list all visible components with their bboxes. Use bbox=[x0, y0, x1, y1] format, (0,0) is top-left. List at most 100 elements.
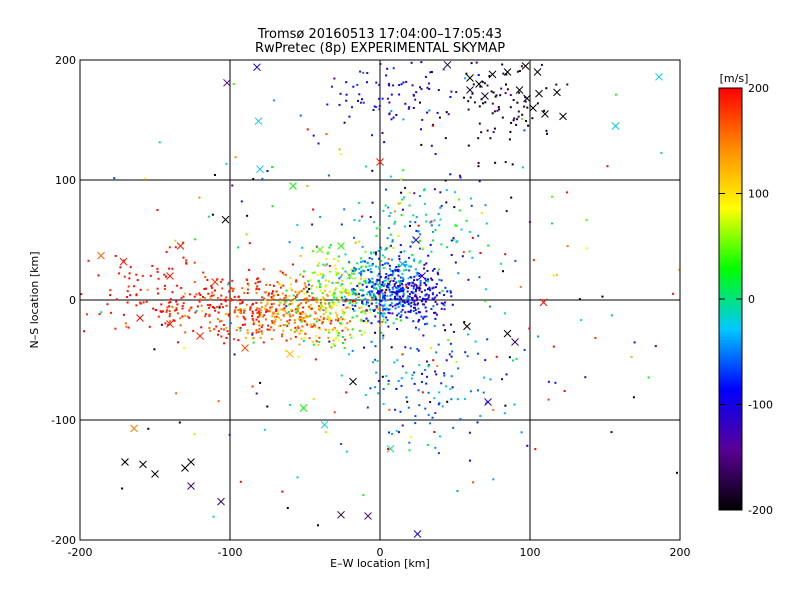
data-point bbox=[328, 290, 331, 293]
data-point bbox=[289, 287, 292, 290]
cross-marker bbox=[121, 458, 129, 466]
data-point bbox=[207, 215, 210, 218]
cross-stroke bbox=[241, 344, 249, 352]
data-point bbox=[404, 301, 406, 304]
data-point bbox=[298, 316, 301, 319]
data-point bbox=[478, 122, 481, 125]
data-point bbox=[245, 278, 248, 281]
data-point bbox=[371, 258, 374, 261]
data-point bbox=[371, 264, 374, 267]
data-point bbox=[424, 300, 427, 303]
data-point bbox=[676, 471, 678, 474]
data-point bbox=[528, 220, 531, 223]
data-point bbox=[226, 330, 229, 333]
data-point bbox=[370, 252, 373, 255]
data-point bbox=[348, 307, 351, 310]
data-point bbox=[391, 293, 394, 296]
data-point bbox=[420, 290, 423, 293]
data-point bbox=[156, 287, 159, 290]
data-point bbox=[462, 251, 465, 254]
data-point bbox=[237, 309, 240, 311]
data-point bbox=[364, 165, 367, 168]
data-point bbox=[345, 391, 348, 394]
data-point bbox=[534, 448, 537, 451]
data-point bbox=[377, 283, 379, 286]
data-point bbox=[266, 170, 269, 172]
data-point bbox=[157, 292, 160, 295]
data-point bbox=[470, 204, 473, 207]
data-point bbox=[395, 114, 398, 116]
cross-marker bbox=[217, 497, 225, 506]
data-point bbox=[423, 263, 426, 266]
data-point bbox=[335, 304, 338, 307]
cross-stroke bbox=[130, 424, 138, 433]
data-point bbox=[185, 262, 188, 265]
data-point bbox=[427, 279, 429, 282]
data-point bbox=[204, 315, 207, 318]
data-point bbox=[328, 340, 331, 343]
data-point bbox=[412, 287, 415, 290]
data-point bbox=[351, 304, 354, 307]
data-point bbox=[324, 279, 327, 282]
data-point bbox=[270, 303, 273, 306]
data-point bbox=[312, 134, 315, 137]
data-point bbox=[486, 129, 489, 132]
data-point bbox=[382, 209, 385, 212]
chart-subtitle: RwPretec (8p) EXPERIMENTAL SKYMAP bbox=[255, 41, 505, 56]
data-point bbox=[414, 415, 417, 418]
data-point bbox=[401, 295, 404, 298]
data-point bbox=[440, 307, 443, 310]
data-point bbox=[368, 311, 371, 314]
data-point bbox=[217, 333, 219, 336]
data-point bbox=[469, 459, 471, 462]
data-point bbox=[228, 314, 230, 317]
data-point bbox=[387, 286, 390, 289]
data-point bbox=[390, 93, 393, 96]
data-point bbox=[414, 98, 417, 101]
data-point bbox=[392, 288, 394, 291]
data-point bbox=[399, 300, 401, 303]
data-point bbox=[398, 270, 401, 273]
data-point bbox=[255, 292, 258, 294]
cross-stroke bbox=[611, 122, 620, 130]
data-point bbox=[399, 287, 402, 290]
data-point bbox=[98, 313, 101, 316]
data-point bbox=[401, 272, 404, 275]
data-point bbox=[280, 335, 283, 338]
data-point bbox=[317, 279, 320, 282]
data-point bbox=[437, 403, 440, 406]
data-point bbox=[467, 144, 470, 147]
data-point bbox=[401, 288, 404, 291]
data-point bbox=[312, 397, 315, 400]
data-point bbox=[402, 304, 404, 307]
data-point bbox=[217, 400, 220, 403]
data-point bbox=[477, 137, 480, 140]
data-point bbox=[442, 302, 445, 305]
data-point bbox=[296, 295, 298, 298]
data-point bbox=[423, 202, 426, 205]
data-point bbox=[397, 312, 400, 315]
data-point bbox=[320, 320, 323, 323]
data-point bbox=[200, 326, 203, 329]
data-point bbox=[566, 83, 569, 86]
data-point bbox=[243, 309, 246, 312]
data-point bbox=[135, 273, 138, 276]
data-point bbox=[378, 299, 381, 302]
cross-marker bbox=[655, 72, 663, 81]
data-point bbox=[453, 191, 456, 194]
data-point bbox=[399, 316, 402, 318]
data-point bbox=[216, 305, 219, 308]
data-point bbox=[321, 322, 323, 325]
cross-stroke bbox=[136, 314, 144, 322]
data-point bbox=[484, 101, 487, 104]
data-point bbox=[330, 346, 333, 349]
data-point bbox=[408, 204, 411, 207]
data-point bbox=[415, 295, 418, 298]
data-point bbox=[275, 315, 278, 318]
data-point bbox=[168, 315, 171, 318]
data-point bbox=[493, 110, 496, 113]
data-point bbox=[386, 237, 389, 240]
data-point bbox=[506, 88, 509, 91]
data-point bbox=[353, 219, 356, 221]
data-point bbox=[400, 314, 403, 317]
